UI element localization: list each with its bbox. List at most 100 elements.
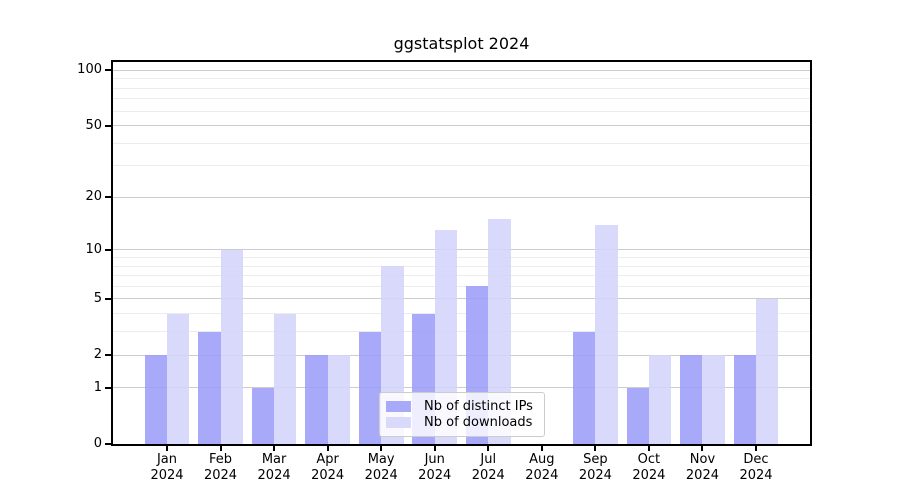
x-tick-mar (273, 446, 276, 451)
bar-nb-of-distinct-ips-sep-2024 (572, 331, 596, 444)
bar-nb-of-downloads-nov-2024 (702, 355, 725, 444)
legend: Nb of distinct IPs Nb of downloads (379, 392, 545, 437)
minor-gridline-60 (113, 110, 810, 112)
x-tick-label-jan: Jan 2024 (135, 452, 199, 484)
y-tick-2 (105, 354, 111, 356)
minor-gridline-3 (113, 331, 810, 333)
legend-label-distinct-ips: Nb of distinct IPs (424, 399, 533, 414)
legend-swatch-downloads (386, 417, 411, 428)
y-tick-label-0: 0 (93, 436, 102, 451)
x-tick-jan (166, 446, 168, 451)
bar-nb-of-distinct-ips-oct-2024 (626, 387, 649, 444)
x-tick-year: 2024 (525, 468, 559, 483)
bar-nb-of-distinct-ips-jan-2024 (144, 355, 167, 444)
x-tick-year: 2024 (471, 468, 505, 483)
x-tick-year: 2024 (739, 468, 773, 483)
x-tick-label-feb: Feb 2024 (189, 452, 253, 484)
x-tick-year: 2024 (632, 468, 666, 483)
x-tick-dec (755, 446, 757, 451)
x-tick-month: Feb (209, 452, 233, 467)
legend-label-downloads: Nb of downloads (424, 415, 533, 430)
x-tick-label-sep: Sep 2024 (563, 452, 627, 484)
x-tick-month: Jun (424, 452, 445, 467)
major-gridline-50 (113, 125, 810, 127)
x-tick-feb (219, 446, 222, 451)
legend-item-distinct-ips: Nb of distinct IPs (386, 399, 536, 414)
x-tick-label-apr: Apr 2024 (296, 452, 360, 484)
minor-gridline-4 (113, 313, 810, 315)
x-tick-jun (433, 446, 436, 451)
y-tick-label-20: 20 (85, 189, 102, 205)
x-tick-month: Dec (743, 452, 769, 467)
y-tick-50 (105, 124, 111, 127)
bar-nb-of-downloads-mar-2024 (274, 313, 297, 444)
major-gridline-2 (113, 354, 810, 356)
y-tick-0 (105, 443, 111, 445)
x-tick-label-may: May 2024 (349, 452, 413, 484)
x-tick-may (380, 446, 383, 451)
bar-nb-of-distinct-ips-mar-2024 (251, 387, 275, 444)
x-tick-month: May (367, 452, 395, 467)
chart-title: ggstatsplot 2024 (393, 34, 530, 53)
y-tick-label-50: 50 (85, 117, 102, 133)
minor-gridline-6 (113, 285, 810, 287)
minor-gridline-80 (113, 87, 810, 89)
bar-nb-of-downloads-jun-2024 (434, 230, 458, 444)
minor-gridline-30 (113, 165, 810, 167)
x-tick-year: 2024 (578, 468, 612, 483)
x-tick-year: 2024 (257, 468, 291, 483)
minor-gridline-9 (113, 256, 810, 258)
bar-nb-of-downloads-apr-2024 (327, 355, 351, 444)
bar-nb-of-downloads-sep-2024 (595, 224, 618, 444)
x-tick-month: Mar (261, 452, 287, 467)
bar-nb-of-distinct-ips-feb-2024 (198, 331, 221, 444)
x-tick-year: 2024 (364, 468, 398, 483)
y-tick-label-2: 2 (93, 347, 102, 362)
x-tick-year: 2024 (203, 468, 238, 483)
gridlines-layer (113, 62, 810, 444)
x-tick-label-nov: Nov 2024 (670, 452, 734, 484)
x-tick-month: Jul (480, 452, 497, 467)
major-gridline-20 (113, 196, 810, 198)
y-tick-label-10: 10 (85, 241, 102, 257)
x-tick-month: Nov (689, 452, 716, 467)
legend-swatch-distinct-ips (386, 401, 411, 412)
x-tick-label-aug: Aug 2024 (510, 452, 574, 484)
major-gridline-10 (113, 249, 810, 251)
y-tick-100 (105, 69, 111, 72)
y-tick-20 (105, 196, 111, 199)
y-tick-1 (105, 386, 111, 389)
y-tick-label-5: 5 (93, 290, 102, 306)
bar-nb-of-downloads-jul-2024 (488, 219, 511, 444)
x-tick-label-mar: Mar 2024 (242, 452, 306, 484)
bar-nb-of-downloads-oct-2024 (648, 355, 672, 444)
x-tick-year: 2024 (685, 468, 719, 483)
x-tick-label-jul: Jul 2024 (456, 452, 520, 484)
x-tick-year: 2024 (418, 468, 452, 483)
bar-nb-of-distinct-ips-apr-2024 (305, 355, 328, 444)
y-tick-label-100: 100 (77, 62, 102, 78)
x-tick-month: Sep (583, 452, 608, 467)
legend-item-downloads: Nb of downloads (386, 415, 536, 430)
bar-nb-of-distinct-ips-nov-2024 (680, 355, 703, 444)
x-tick-month: Apr (316, 452, 339, 467)
major-gridline-1 (113, 387, 810, 389)
bar-nb-of-distinct-ips-dec-2024 (733, 355, 756, 444)
bar-nb-of-downloads-jan-2024 (167, 313, 190, 444)
x-tick-apr (326, 446, 329, 451)
x-tick-label-oct: Oct 2024 (617, 452, 681, 484)
x-tick-aug (540, 446, 543, 451)
x-tick-nov (701, 446, 704, 451)
x-tick-year: 2024 (150, 468, 184, 483)
x-tick-label-jun: Jun 2024 (403, 452, 467, 484)
bar-nb-of-downloads-dec-2024 (756, 298, 779, 444)
x-tick-jul (487, 446, 490, 451)
x-tick-month: Aug (529, 452, 555, 467)
major-gridline-100 (113, 69, 810, 71)
x-tick-sep (594, 446, 597, 451)
minor-gridline-40 (113, 142, 810, 144)
y-tick-label-1: 1 (93, 379, 102, 395)
minor-gridline-7 (113, 275, 810, 277)
